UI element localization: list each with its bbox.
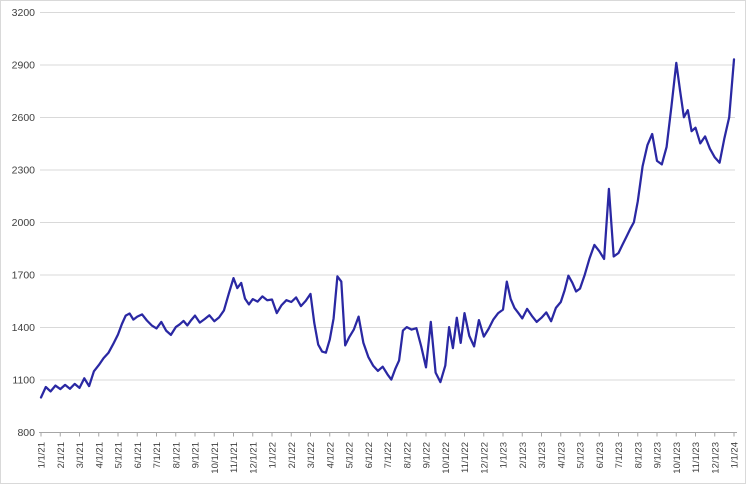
x-axis-tick-label: 11/1/23 (691, 442, 702, 473)
x-axis-tick-label: 11/1/21 (229, 442, 240, 473)
y-axis-tick-label: 1400 (12, 322, 36, 334)
x-axis-tick-label: 5/1/22 (345, 442, 356, 468)
x-axis-tick-label: 12/1/21 (248, 442, 259, 474)
y-axis-tick-label: 2900 (12, 60, 36, 72)
x-axis-tick-label: 5/1/23 (576, 442, 587, 468)
x-axis-tick-label: 11/1/22 (460, 442, 471, 473)
y-axis-tick-label: 1700 (12, 270, 36, 282)
y-axis-tick-label: 3200 (12, 7, 36, 19)
x-axis-tick-label: 8/1/22 (402, 442, 413, 468)
x-axis-tick-label: 7/1/21 (152, 442, 163, 468)
x-axis-tick-label: 12/1/22 (479, 442, 490, 474)
y-axis-tick-label: 2000 (12, 217, 36, 229)
y-axis-tick-label: 1100 (12, 375, 35, 387)
x-axis-tick-label: 10/1/23 (672, 442, 683, 474)
x-axis-tick-label: 9/1/21 (191, 442, 202, 468)
x-axis-tick-label: 7/1/23 (614, 442, 625, 468)
y-axis-tick-label: 2300 (12, 165, 36, 177)
x-axis-tick-label: 7/1/22 (383, 442, 394, 468)
x-axis-tick-label: 4/1/23 (556, 442, 567, 468)
x-axis-tick-label: 8/1/21 (171, 442, 182, 468)
x-axis-tick-label: 2/1/22 (287, 442, 298, 468)
x-axis-tick-label: 12/1/23 (710, 442, 721, 474)
y-axis-tick-label: 800 (17, 427, 35, 439)
x-axis-tick-label: 8/1/23 (633, 442, 644, 468)
x-axis-tick-label: 1/1/21 (37, 442, 48, 468)
x-axis-tick-label: 1/1/24 (730, 442, 741, 468)
x-axis-tick-label: 5/1/21 (114, 442, 125, 468)
x-axis-tick-label: 9/1/22 (422, 442, 433, 468)
x-axis-tick-label: 3/1/21 (75, 442, 86, 468)
x-axis-tick-label: 6/1/23 (595, 442, 606, 468)
x-axis-tick-label: 6/1/22 (364, 442, 375, 468)
x-axis-tick-label: 6/1/21 (133, 442, 144, 468)
x-axis-tick-label: 4/1/21 (94, 442, 105, 468)
series-line (39, 58, 736, 399)
x-axis-tick-label: 1/1/22 (268, 442, 279, 468)
x-axis-tick-label: 2/1/23 (518, 442, 529, 468)
x-axis-tick-label: 3/1/23 (537, 442, 548, 468)
x-axis-tick-label: 2/1/21 (56, 442, 67, 468)
x-axis-tick-label: 9/1/23 (653, 442, 664, 468)
x-axis-tick-label: 4/1/22 (325, 442, 336, 468)
x-axis-tick-label: 3/1/22 (306, 442, 317, 468)
x-axis-tick-label: 10/1/21 (210, 442, 221, 474)
x-axis-tick-label: 10/1/22 (441, 442, 452, 474)
x-axis-tick-label: 1/1/23 (499, 442, 510, 468)
y-axis-tick-label: 2600 (12, 112, 36, 124)
